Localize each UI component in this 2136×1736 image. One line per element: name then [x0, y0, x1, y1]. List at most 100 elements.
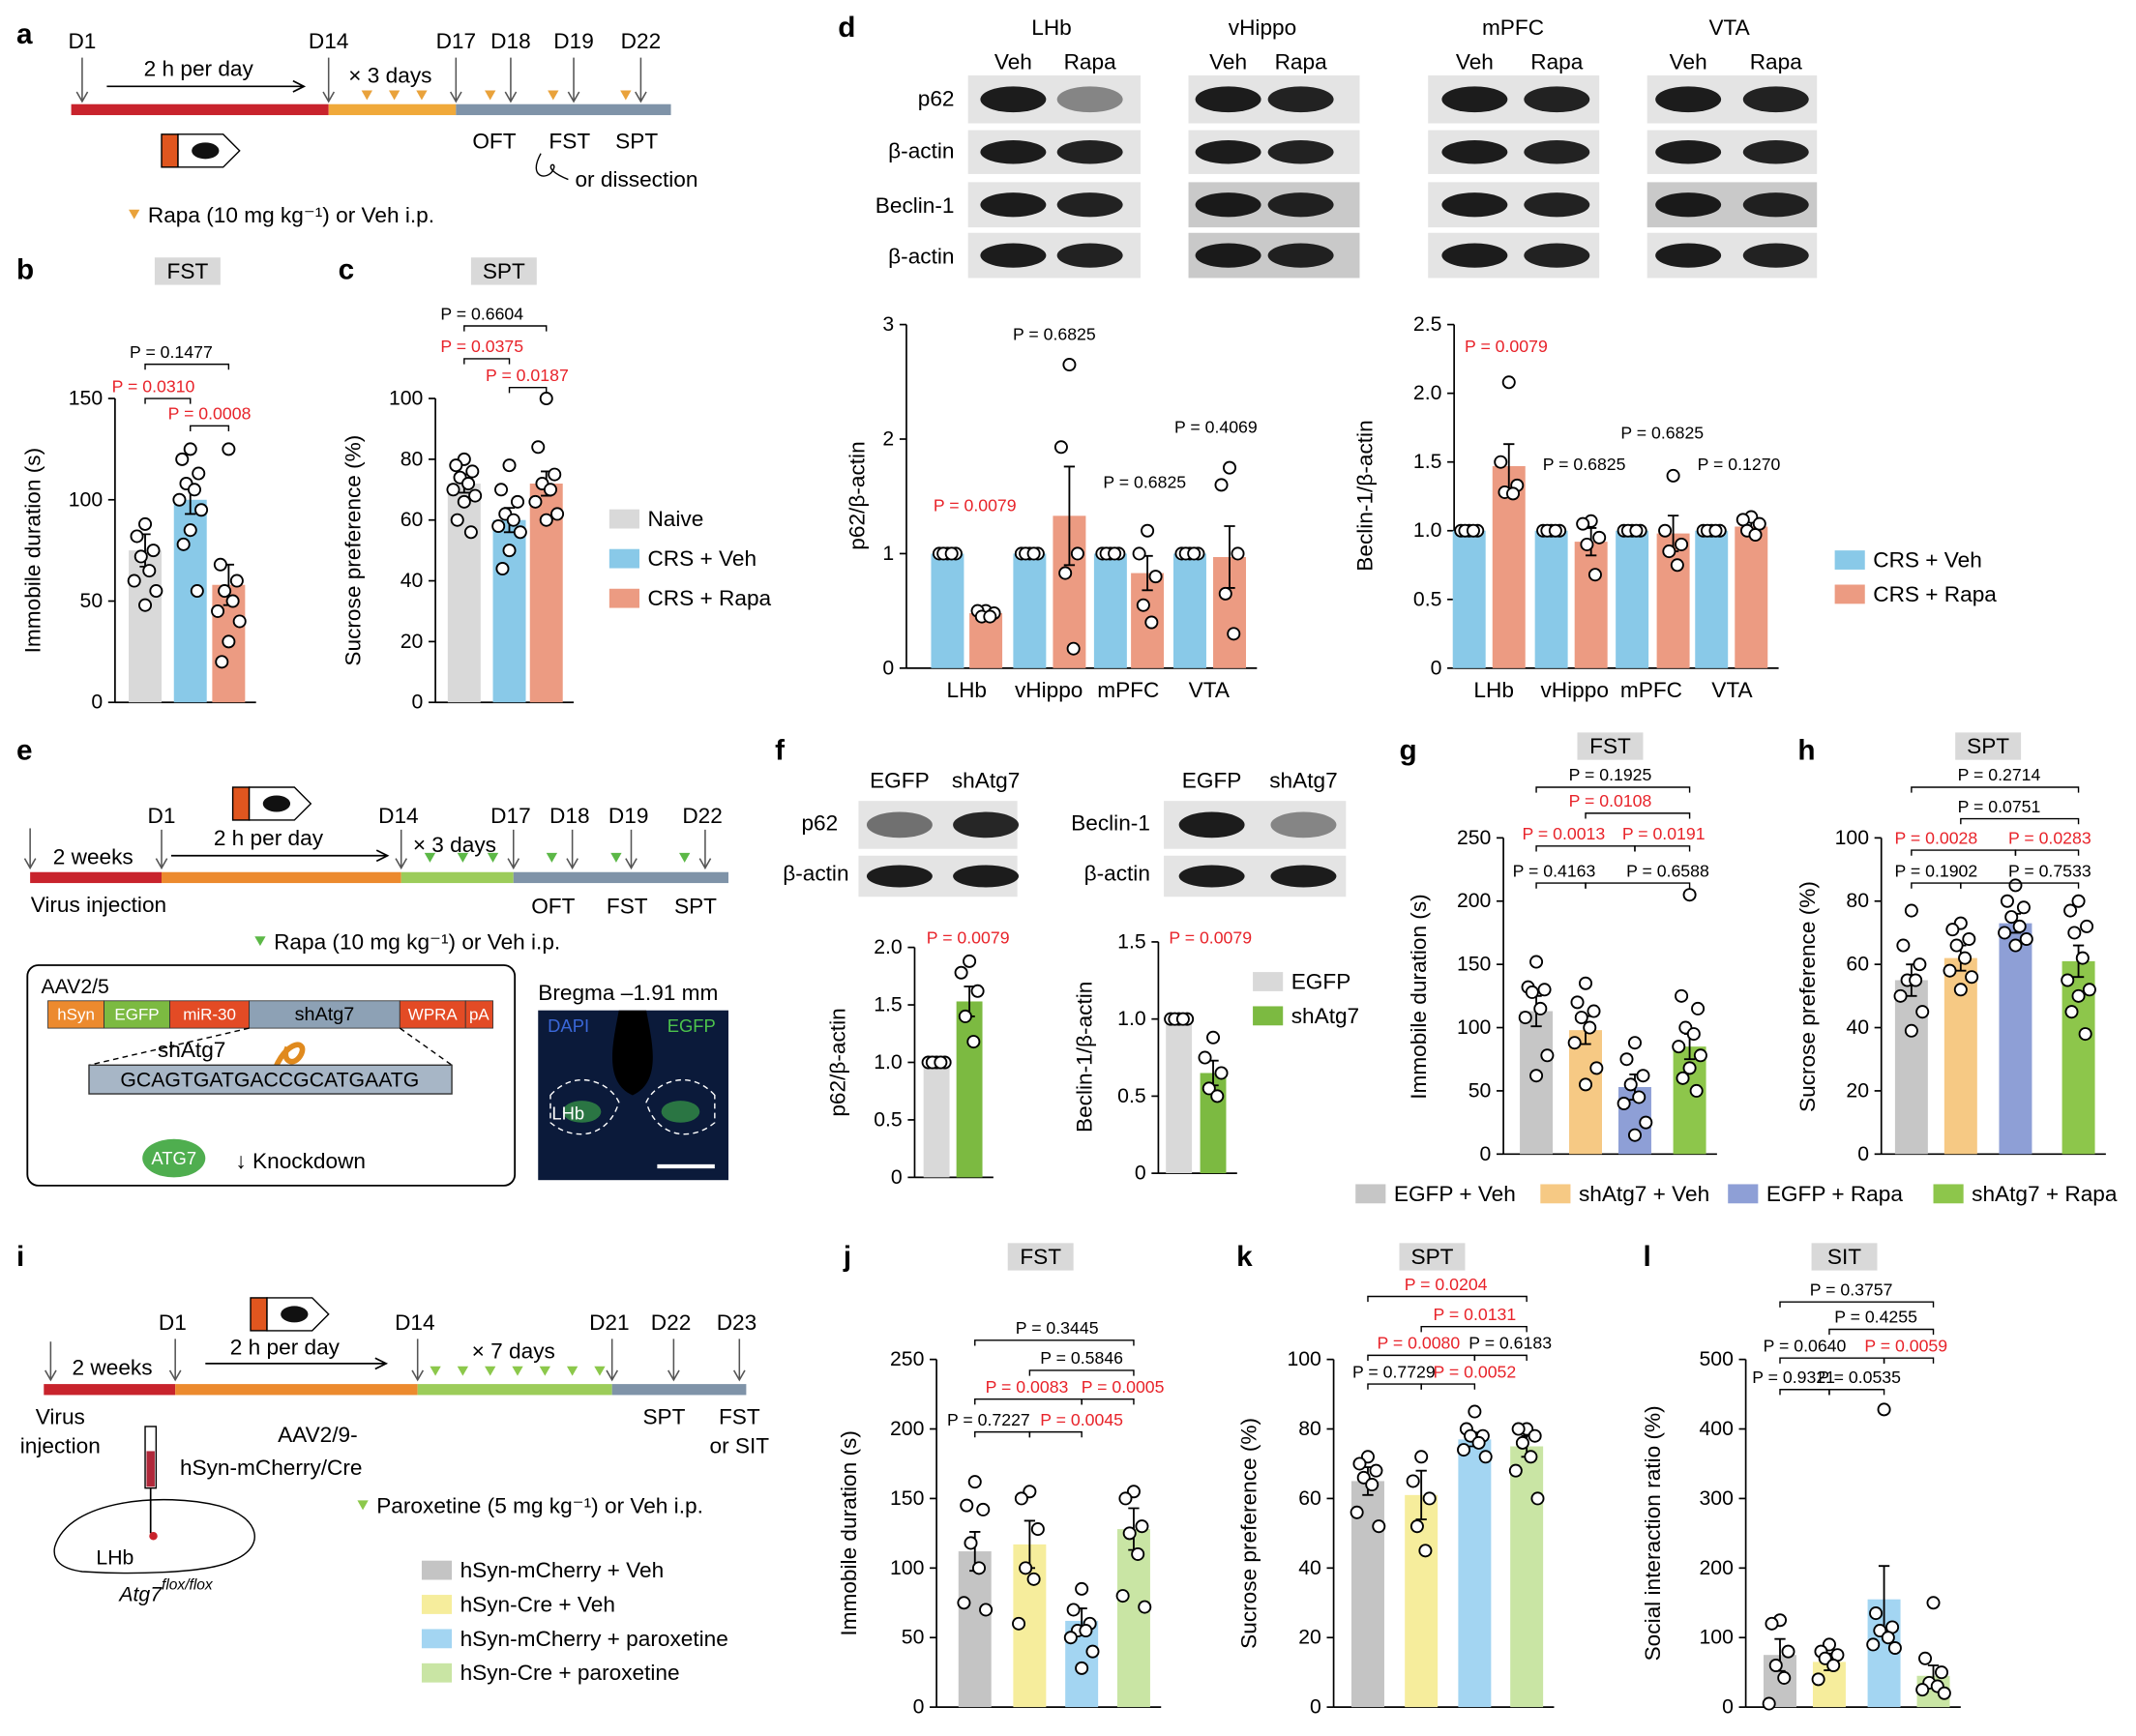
data-point [1937, 1686, 1951, 1700]
injection-marker [129, 209, 140, 220]
bracket [1911, 849, 2017, 856]
injection-marker [361, 90, 372, 101]
p-value: P = 0.1925 [1569, 765, 1652, 784]
chart-title: FST [1589, 734, 1631, 758]
bracket [1779, 1357, 1885, 1364]
data-point [1468, 1404, 1482, 1419]
data-point [1579, 976, 1593, 990]
bracket [974, 1339, 1135, 1346]
p-value: P = 0.0310 [112, 376, 195, 396]
data-point [1422, 1491, 1437, 1506]
data-point [222, 442, 236, 456]
data-point [1066, 641, 1081, 656]
p-value: P = 0.0191 [1622, 824, 1706, 843]
blot-band [980, 140, 1047, 164]
timeline-segment [44, 1384, 176, 1396]
bar [1510, 1446, 1544, 1708]
data-point [967, 1475, 982, 1489]
data-point [1198, 1050, 1212, 1065]
data-point [934, 1055, 948, 1070]
bracket [1367, 1383, 1422, 1390]
y-tick-label: 40 [400, 570, 424, 592]
data-point [1148, 570, 1163, 584]
day-label: D14 [309, 29, 349, 53]
timeline-segment [328, 103, 457, 116]
y-tick-label: 0 [1857, 1143, 1869, 1165]
data-point [190, 584, 204, 599]
timeline-segment [456, 103, 671, 116]
sequence-box [88, 1064, 453, 1095]
blot-band [1195, 192, 1261, 218]
data-point [1693, 1048, 1707, 1063]
p-value: P = 0.5846 [1040, 1348, 1123, 1368]
data-point [1662, 544, 1676, 559]
data-point [146, 544, 161, 558]
chart-title: SIT [1827, 1245, 1861, 1269]
title-box [1399, 1243, 1466, 1271]
data-point [1965, 970, 1979, 985]
data-point [232, 614, 247, 629]
legend-label: CRS + Rapa [647, 586, 771, 610]
data-point [966, 1035, 981, 1049]
data-point [970, 984, 985, 998]
data-point [511, 494, 525, 509]
y-tick-label: 0 [1431, 657, 1442, 679]
bracket [463, 358, 511, 365]
data-point [2064, 1005, 2079, 1019]
legend-label: EGFP + Rapa [1766, 1182, 1903, 1206]
blot-band [1742, 86, 1809, 113]
data-point [1529, 955, 1544, 969]
restraint-cap [161, 133, 179, 168]
arrow-head [155, 858, 168, 870]
panel-label: b [16, 253, 34, 285]
label: β-actin [888, 138, 954, 162]
blot-band [1742, 192, 1809, 218]
data-point [502, 458, 517, 473]
construct-box [26, 964, 517, 1187]
data-point [2078, 1027, 2092, 1042]
data-point [1214, 478, 1229, 492]
y-tick-label: 400 [1699, 1418, 1733, 1440]
arrow-head [698, 858, 712, 870]
blot-band [1655, 192, 1722, 218]
panel-label: c [339, 253, 355, 285]
y-axis-label: Beclin-1/β-actin [1353, 420, 1378, 571]
y-tick-label: 100 [1457, 1016, 1491, 1039]
data-point [1998, 926, 2012, 940]
data-point [1574, 1011, 1588, 1025]
bar [1458, 1439, 1492, 1708]
y-tick-label: 1.5 [1413, 451, 1442, 473]
label: Atg7 [117, 1584, 163, 1606]
data-point [1409, 1519, 1424, 1534]
data-point [1915, 1005, 1930, 1019]
data-point [187, 483, 201, 497]
blot-band [1655, 86, 1722, 113]
data-point [1063, 1631, 1078, 1645]
day-label: D14 [378, 804, 419, 828]
label: FST [719, 1405, 760, 1429]
p-value: P = 0.0108 [1569, 791, 1652, 810]
data-point [1811, 1672, 1825, 1687]
data-point [463, 525, 478, 540]
data-point [1231, 546, 1245, 561]
data-point [1079, 1624, 1093, 1638]
injection-marker [566, 1366, 578, 1376]
data-point [1508, 1463, 1523, 1478]
blot-band [1195, 140, 1261, 164]
data-point [1945, 923, 1960, 937]
data-point [1915, 1683, 1930, 1697]
injection-marker [487, 852, 499, 863]
arrow-head [44, 1369, 57, 1382]
data-point [1636, 1069, 1650, 1083]
data-point [1670, 558, 1684, 573]
blot-band [1056, 243, 1123, 268]
bracket [1585, 882, 1691, 889]
data-point [1414, 1450, 1429, 1464]
bracket [974, 1430, 1031, 1438]
data-point [1369, 1463, 1383, 1478]
data-point [1471, 1435, 1486, 1450]
label: × 7 days [472, 1339, 555, 1364]
data-point [1227, 627, 1241, 641]
label: Paroxetine (5 mg kg⁻¹) or Veh i.p. [376, 1494, 703, 1518]
timeline-segment [513, 871, 728, 884]
